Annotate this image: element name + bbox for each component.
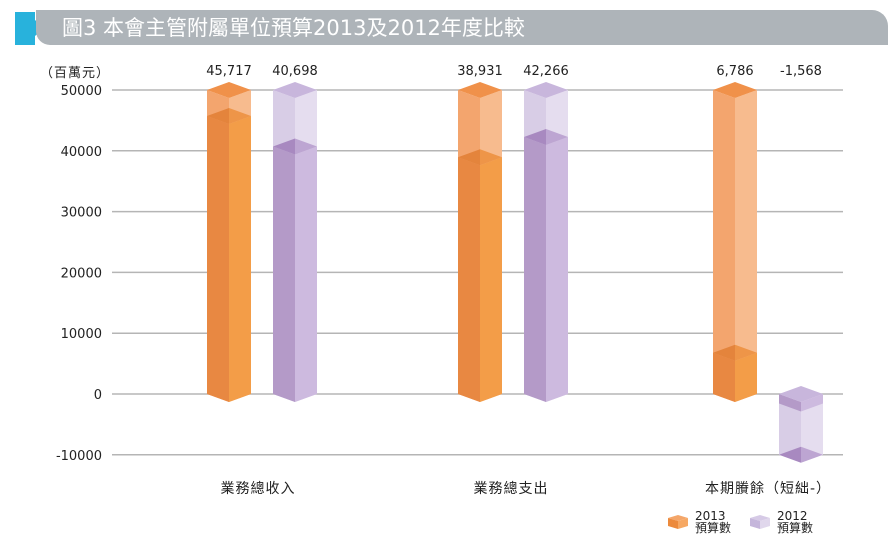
title-bar [36,10,888,45]
y-tick-label: 30000 [61,206,102,221]
y-tick-label: 0 [94,388,102,403]
x-label-revenue: 業務總收入 [220,481,296,497]
y-tick-label: 20000 [61,266,102,281]
bar-2012-2 [779,386,823,463]
value-label: 38,931 [457,64,503,79]
value-label: 45,717 [206,64,252,79]
legend-year-2012: 2012 [777,509,808,523]
bars [207,82,823,463]
chart-title: 圖3 本會主管附屬單位預算2013及2012年度比較 [62,16,525,40]
y-tick-label: 10000 [61,327,102,342]
bar-2013-0 [207,82,251,402]
legend-item-2012: 2012 預算數 [749,510,813,534]
legend-label-2012: 預算數 [777,521,814,535]
value-label: 42,266 [523,64,569,79]
purple-cube-icon [750,515,771,529]
bar-2013-1 [458,82,502,402]
legend-item-2013: 2013 預算數 [667,510,731,534]
y-tick-label: 50000 [61,84,102,99]
bar-2013-2 [713,82,757,402]
orange-cube-icon [668,515,688,529]
legend-label-2013: 預算數 [695,521,732,535]
y-axis-ticks: 50000 40000 30000 20000 10000 0 -10000 [56,84,102,464]
y-tick-label: -10000 [56,449,102,464]
bar-2012-0 [273,82,317,402]
y-tick-label: 40000 [61,145,102,160]
x-label-surplus: 本期賸餘（短絀-） [704,481,832,497]
value-label: 6,786 [716,64,753,79]
value-label: -1,568 [780,64,822,79]
value-labels: 45,717 40,698 38,931 42,266 6,786 -1,568 [206,64,822,79]
bar-2012-1 [524,82,568,403]
y-axis-unit-label: （百萬元） [40,66,111,81]
legend: 2013 預算數 2012 預算數 [667,510,831,534]
value-label: 40,698 [272,64,318,79]
x-label-expense: 業務總支出 [473,481,549,497]
legend-year-2013: 2013 [695,509,726,523]
